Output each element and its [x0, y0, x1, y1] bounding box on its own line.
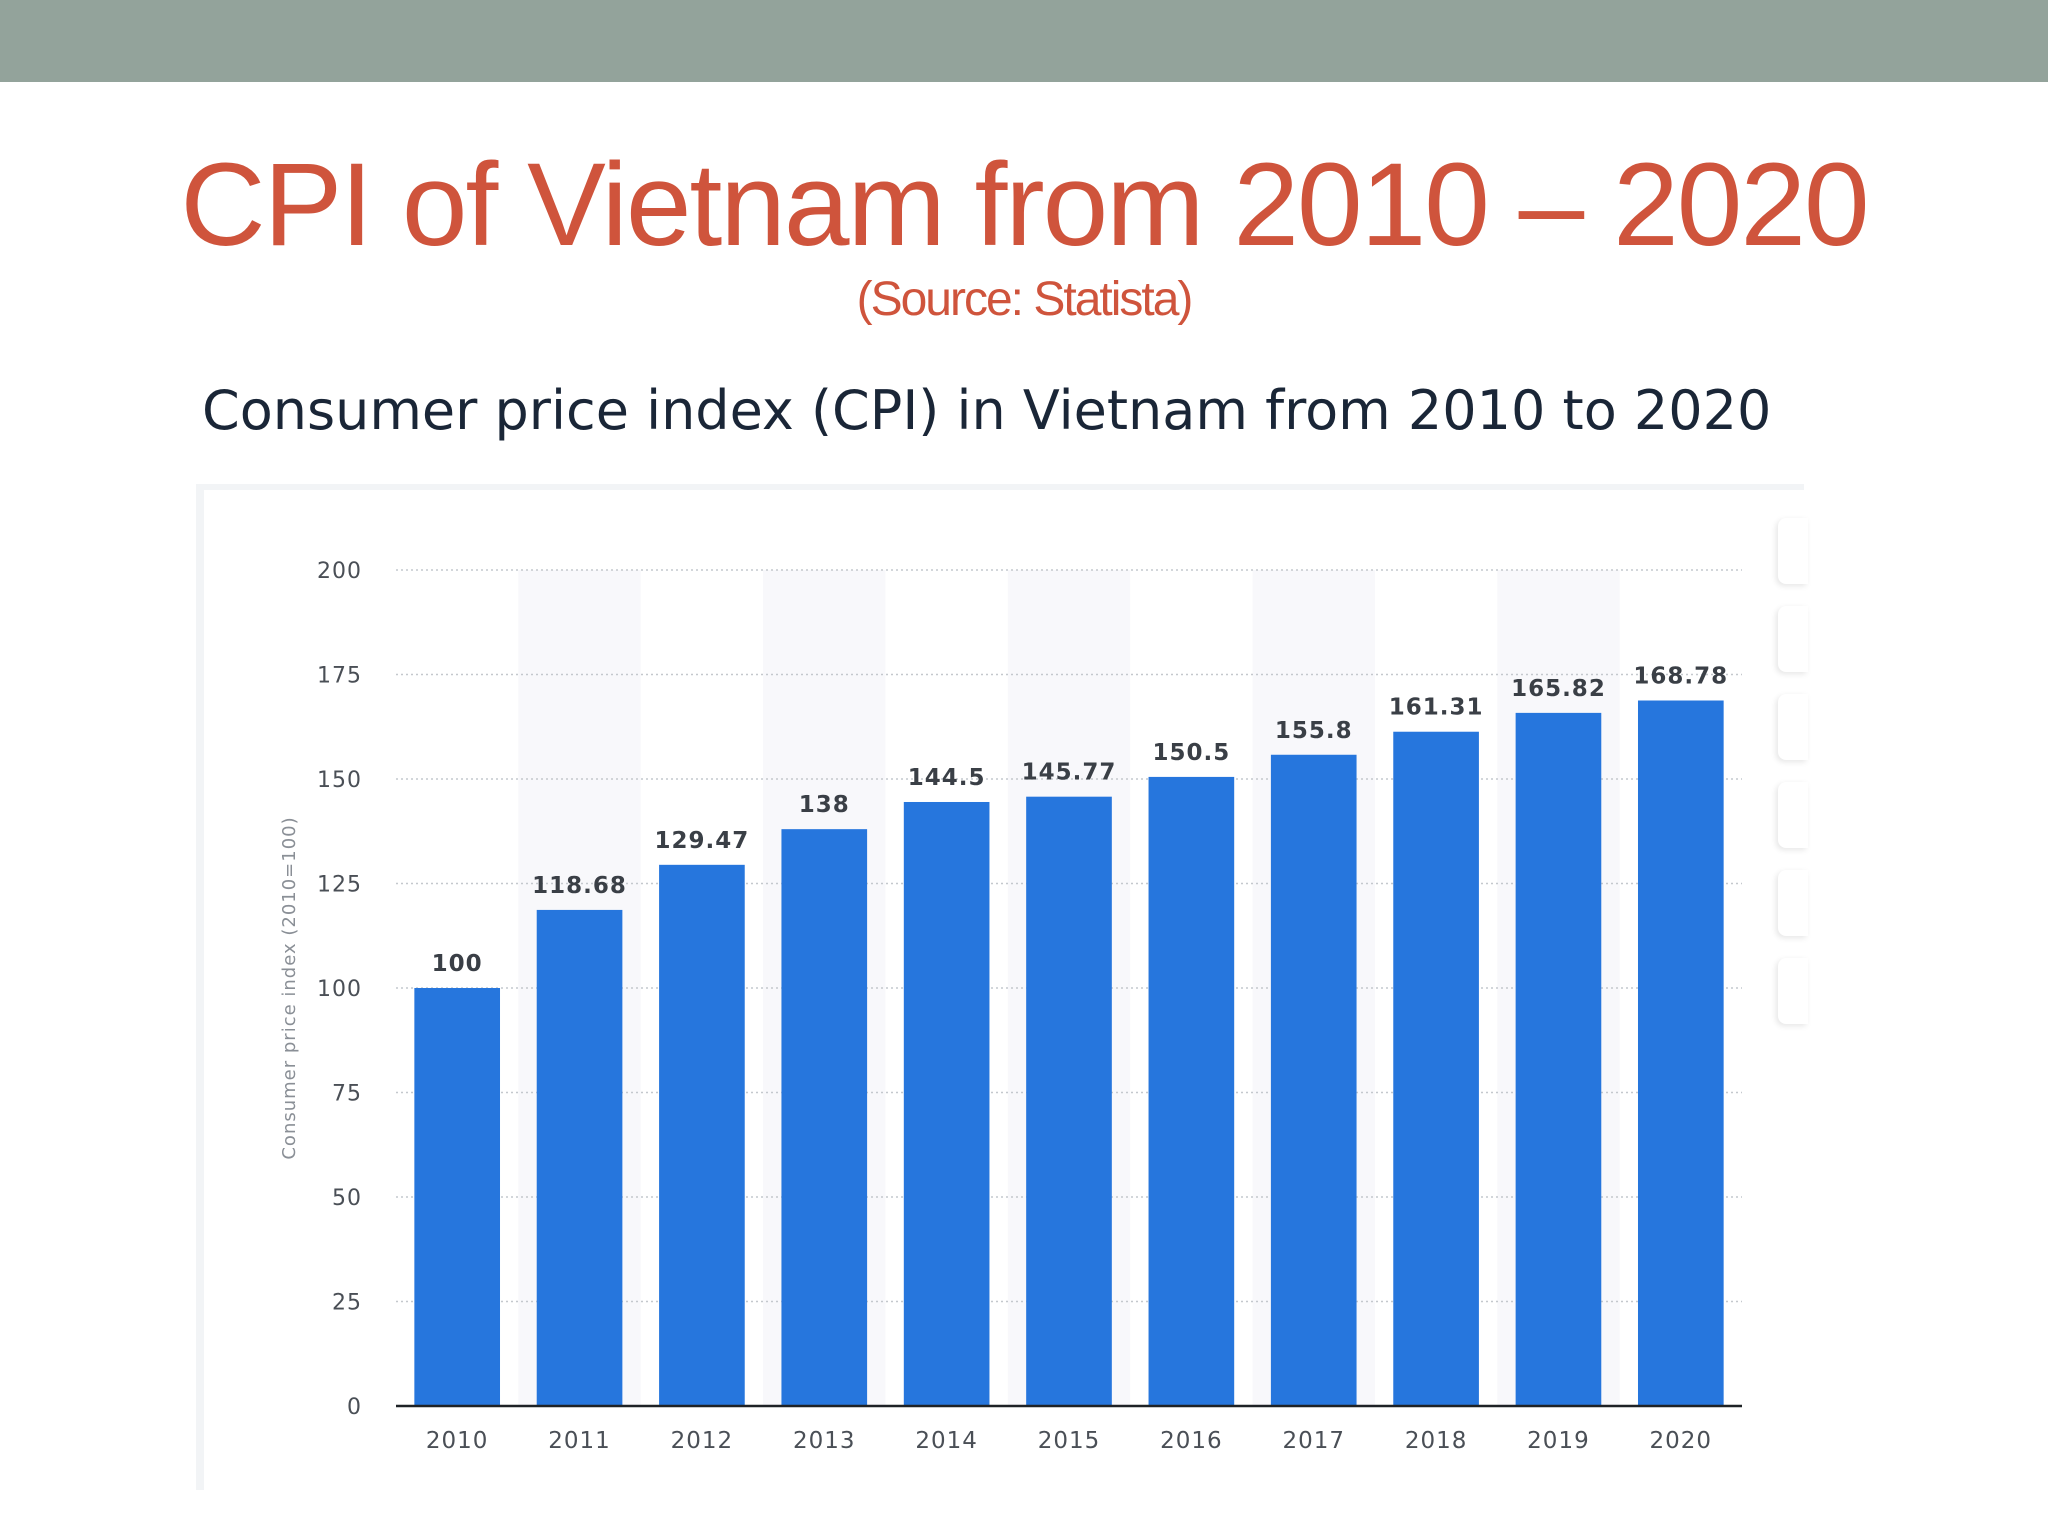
side-toolbar-tab[interactable] — [1778, 870, 1808, 936]
side-toolbar-tab[interactable] — [1778, 518, 1808, 584]
y-tick-label: 200 — [317, 559, 362, 584]
x-tick-label: 2010 — [426, 1428, 489, 1454]
x-tick-label: 2014 — [915, 1428, 978, 1454]
bar-2010[interactable] — [414, 988, 501, 1406]
side-toolbar-tab[interactable] — [1778, 782, 1808, 848]
bar-2013[interactable] — [781, 829, 868, 1406]
bar-2016[interactable] — [1148, 776, 1235, 1406]
y-tick-label: 75 — [332, 1082, 362, 1107]
x-tick-label: 2016 — [1160, 1428, 1223, 1454]
side-toolbar-tab[interactable] — [1778, 958, 1808, 1024]
x-tick-label: 2012 — [671, 1428, 734, 1454]
y-axis-label: Consumer price index (2010=100) — [279, 816, 300, 1159]
bar-2012[interactable] — [659, 864, 745, 1406]
data-label: 150.5 — [1152, 740, 1230, 766]
bar-2011[interactable] — [536, 909, 623, 1406]
data-label: 138 — [799, 792, 850, 818]
data-label: 144.5 — [908, 765, 986, 791]
y-tick-label: 100 — [317, 977, 362, 1002]
data-label: 129.47 — [655, 828, 750, 854]
data-label: 165.82 — [1511, 676, 1606, 702]
data-label: 100 — [432, 951, 483, 977]
bar-2014[interactable] — [903, 801, 990, 1406]
y-tick-label: 125 — [317, 873, 362, 898]
data-label: 168.78 — [1633, 663, 1728, 689]
slide-subtitle: (Source: Statista) — [856, 273, 1194, 326]
bar-2017[interactable] — [1270, 754, 1357, 1406]
x-tick-label: 2018 — [1405, 1428, 1468, 1454]
chart-title: Consumer price index (CPI) in Vietnam fr… — [202, 379, 1772, 442]
y-tick-label: 25 — [332, 1291, 362, 1316]
x-tick-label: 2017 — [1282, 1428, 1345, 1454]
bar-2019[interactable] — [1515, 712, 1602, 1406]
bar-2015[interactable] — [1026, 796, 1112, 1406]
x-tick-label: 2013 — [793, 1428, 856, 1454]
data-label: 118.68 — [532, 873, 627, 899]
data-label: 161.31 — [1389, 695, 1484, 721]
x-tick-label: 2011 — [548, 1428, 611, 1454]
bar-2020[interactable] — [1637, 700, 1724, 1406]
slide-top-bar — [0, 0, 2048, 82]
bar-2018[interactable] — [1393, 731, 1479, 1406]
data-label: 155.8 — [1275, 718, 1353, 744]
y-tick-label: 175 — [317, 664, 362, 689]
data-label: 145.77 — [1022, 760, 1117, 786]
side-toolbar-tab[interactable] — [1778, 606, 1808, 672]
x-tick-label: 2020 — [1650, 1428, 1713, 1454]
y-tick-label: 0 — [347, 1395, 362, 1420]
x-tick-label: 2015 — [1038, 1428, 1101, 1454]
x-tick-label: 2019 — [1527, 1428, 1590, 1454]
side-toolbar-tab[interactable] — [1778, 694, 1808, 760]
y-tick-label: 150 — [317, 768, 362, 793]
slide-title: CPI of Vietnam from 2010 – 2020 — [180, 139, 1869, 271]
y-tick-label: 50 — [332, 1186, 362, 1211]
